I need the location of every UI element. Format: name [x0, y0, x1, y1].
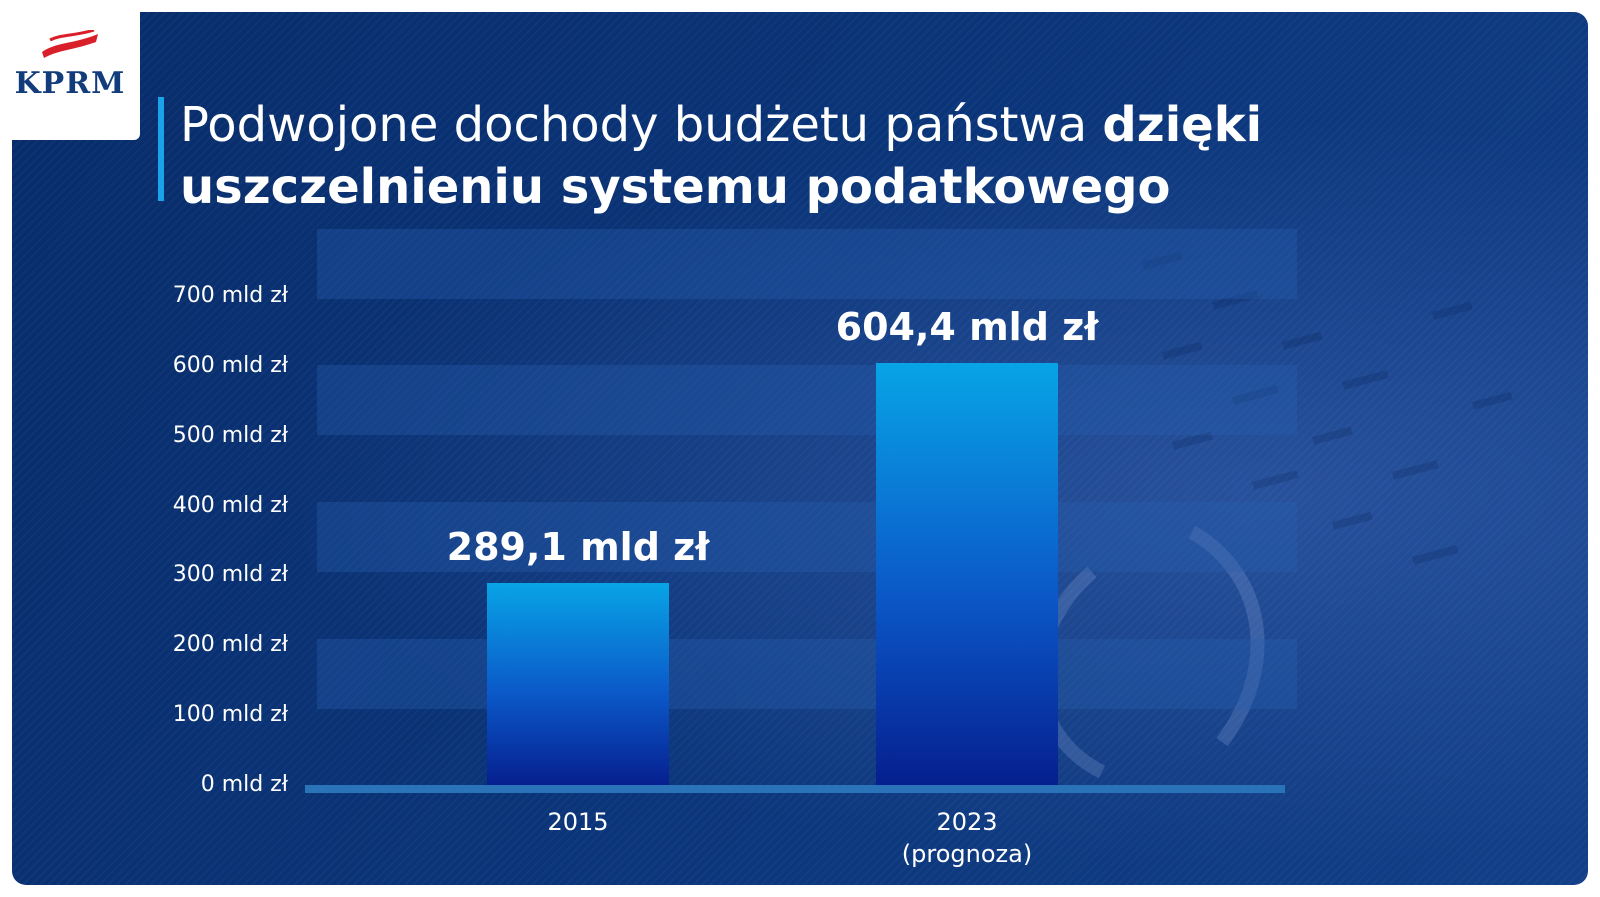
- y-tick-label: 400 mld zł: [172, 492, 288, 518]
- data-label: 604,4 mld zł: [835, 304, 1099, 349]
- x-tick-label-line: 2023: [936, 808, 998, 836]
- title-bold: dzięki uszczelnieniu systemu podatkowego: [180, 97, 1263, 215]
- grid-band: [317, 365, 1297, 435]
- bar-2023: [876, 362, 1058, 785]
- background-texture: [12, 12, 1588, 885]
- polish-flag-emblem-icon: [42, 30, 98, 58]
- y-tick-label: 200 mld zł: [172, 632, 288, 658]
- bar-2015: [487, 583, 669, 785]
- data-label: 289,1 mld zł: [446, 525, 710, 570]
- y-tick-label: 300 mld zł: [172, 562, 288, 588]
- title-accent-bar: [158, 97, 164, 201]
- y-tick-label: 600 mld zł: [172, 352, 288, 378]
- grid-band: [317, 229, 1297, 299]
- logo-text: KPRM: [14, 66, 126, 101]
- kprm-logo: KPRM: [0, 0, 140, 140]
- y-tick-label: 0 mld zł: [200, 772, 288, 797]
- grid-band: [317, 502, 1297, 572]
- y-tick-label: 100 mld zł: [172, 702, 288, 728]
- x-tick-label-line: (prognoza): [901, 840, 1033, 868]
- x-axis-baseline: [305, 785, 1285, 793]
- grid-band: [317, 639, 1297, 709]
- x-tick-label: 2015: [448, 806, 708, 838]
- x-tick-label-line: 2015: [547, 808, 609, 836]
- page-title: Podwojone dochody budżetu państwa dzięki…: [180, 94, 1500, 218]
- title-regular: Podwojone dochody budżetu państwa: [180, 97, 1103, 153]
- y-tick-label: 700 mld zł: [172, 283, 288, 308]
- x-tick-label: 2023 (prognoza): [837, 806, 1097, 870]
- y-tick-label: 500 mld zł: [172, 422, 288, 448]
- infographic-panel: [12, 12, 1588, 885]
